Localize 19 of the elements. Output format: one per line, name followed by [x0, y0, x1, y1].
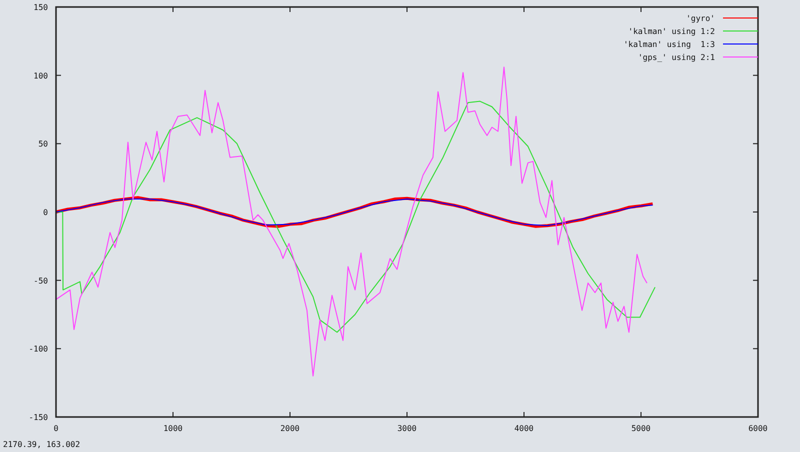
x-tick-label: 5000	[631, 424, 651, 433]
y-tick-label: 100	[34, 71, 48, 80]
y-tick-label: -50	[34, 276, 48, 286]
y-tick-label: 150	[34, 3, 48, 12]
legend-label: 'kalman' using 1:2	[628, 27, 716, 36]
legend-label: 'gyro'	[686, 14, 715, 23]
x-tick-label: 6000	[748, 424, 768, 433]
x-tick-label: 0	[54, 424, 59, 433]
y-tick-label: 50	[38, 140, 48, 149]
text: 2170.39, 163.002	[3, 440, 80, 449]
legend-label: 'gps_' using 2:1	[638, 53, 716, 62]
y-tick-label: -150	[28, 413, 48, 422]
y-tick-label: -100	[28, 344, 48, 354]
legend-label: 'kalman' using 1:3	[623, 40, 716, 49]
y-tick-label: 0	[43, 208, 48, 217]
x-tick-label: 2000	[280, 424, 300, 433]
x-tick-label: 1000	[163, 424, 183, 433]
x-tick-label: 3000	[397, 424, 417, 433]
x-tick-label: 4000	[514, 424, 534, 433]
